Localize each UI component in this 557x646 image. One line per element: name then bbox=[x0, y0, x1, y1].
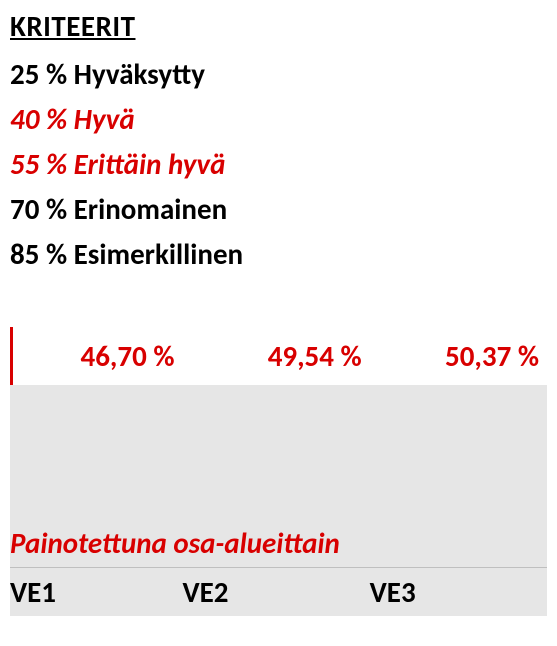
value-cell: 49,54 % bbox=[182, 338, 369, 374]
label-cell: VE3 bbox=[370, 574, 547, 610]
value-row: 46,70 % 49,54 % 50,37 % bbox=[10, 327, 547, 385]
subheading: Painotettuna osa-alueittain bbox=[10, 525, 547, 561]
grey-band: Painotettuna osa-alueittain VE1 VE2 VE3 bbox=[10, 385, 547, 616]
label-cell: VE2 bbox=[182, 574, 369, 610]
label-cell: VE1 bbox=[10, 574, 182, 610]
criteria-item: 55 % Erittäin hyvä bbox=[10, 142, 547, 187]
label-row: VE1 VE2 VE3 bbox=[10, 567, 547, 610]
criteria-item: 85 % Esimerkillinen bbox=[10, 232, 547, 277]
value-cell: 46,70 % bbox=[13, 338, 182, 374]
value-cell: 50,37 % bbox=[370, 338, 547, 374]
document-container: KRITEERIT 25 % Hyväksytty 40 % Hyvä 55 %… bbox=[0, 0, 557, 646]
criteria-item: 25 % Hyväksytty bbox=[10, 52, 547, 97]
criteria-item: 70 % Erinomainen bbox=[10, 187, 547, 232]
criteria-list: 25 % Hyväksytty 40 % Hyvä 55 % Erittäin … bbox=[10, 52, 547, 277]
criteria-heading: KRITEERIT bbox=[10, 8, 547, 44]
criteria-item: 40 % Hyvä bbox=[10, 97, 547, 142]
